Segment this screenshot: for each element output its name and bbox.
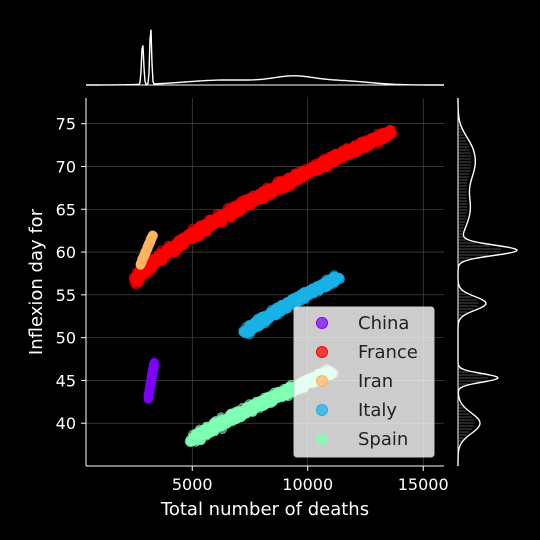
y-tick-label: 75 [56,115,76,134]
point-france [273,178,283,188]
point-italy [324,276,334,286]
point-france [248,190,258,200]
point-spain [267,390,277,400]
point-france [201,219,211,229]
legend-label-spain: Spain [358,429,408,450]
y-tick-label: 70 [56,157,76,176]
y-tick-label: 45 [56,371,76,390]
grid-lines [86,98,444,466]
point-spain [192,428,202,438]
point-france [157,255,167,265]
point-china [148,367,158,377]
point-france [129,275,139,285]
legend-label-china: China [358,313,409,334]
point-france [304,170,314,180]
point-spain [244,399,254,409]
point-france [375,130,385,140]
point-spain [227,412,237,422]
point-iran [136,258,146,268]
x-tick-label: 15000 [398,475,449,494]
point-italy [296,292,306,302]
point-france [285,177,295,187]
point-china [149,358,159,368]
point-france [341,151,351,161]
point-spain [201,429,211,439]
point-france [353,144,363,154]
y-tick-label: 55 [56,286,76,305]
point-france [266,189,276,199]
legend-marker-france [316,346,328,358]
point-spain [210,427,220,437]
point-france [320,162,330,172]
y-tick-label: 50 [56,329,76,348]
point-italy [315,282,325,292]
point-china [144,387,154,397]
x-tick-label: 5000 [172,475,213,494]
point-france [243,198,253,208]
point-spain [217,414,227,424]
legend: China France Iran Italy Spain [293,306,435,458]
point-spain [278,388,288,398]
point-france [328,152,338,162]
series-france [128,124,398,290]
point-italy [261,312,271,322]
point-france [222,210,232,220]
x-axis-label: Total number of deaths [160,499,369,520]
legend-marker-iran [316,375,328,387]
legend-label-iran: Iran [358,371,393,392]
y-axis-label: Inflexion day for [26,208,47,355]
point-iran [147,232,157,242]
legend-label-france: France [358,342,418,363]
point-france [185,231,195,241]
point-spain [257,395,267,405]
legend-marker-china [316,317,328,329]
point-france [211,215,221,225]
legend-marker-italy [316,404,328,416]
legend-label-italy: Italy [358,400,397,421]
point-italy [282,297,292,307]
y-tick-label: 65 [56,200,76,219]
x-tick-label: 10000 [282,475,333,494]
point-spain [238,410,248,420]
y-tick-label: 40 [56,414,76,433]
point-italy [252,320,262,330]
legend-marker-spain [316,433,328,445]
y-tick-label: 60 [56,243,76,262]
point-france [166,241,176,251]
point-italy [241,326,251,336]
series-china [143,357,159,404]
